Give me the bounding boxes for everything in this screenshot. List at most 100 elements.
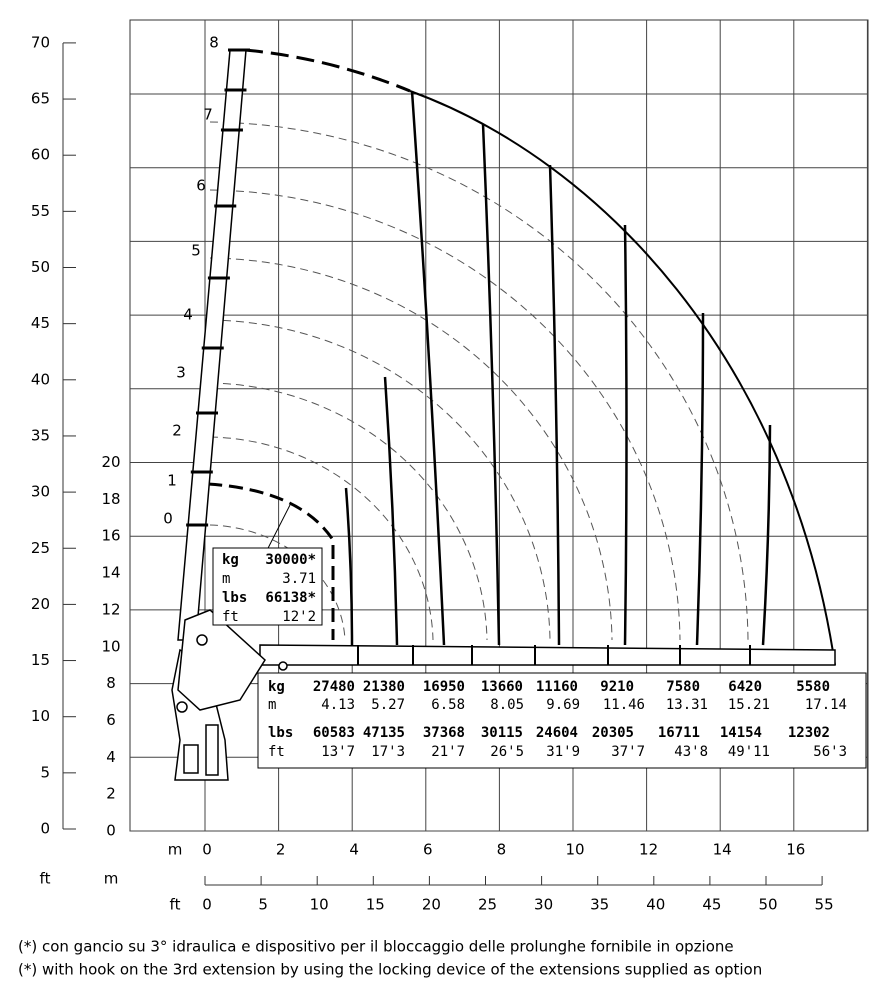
- callout-box: [212, 547, 323, 626]
- table-cell: 9.69: [546, 697, 580, 713]
- table-cell: 4.13: [321, 697, 355, 713]
- table-row-label: kg: [268, 679, 285, 695]
- table-cell: 13'7: [321, 744, 355, 760]
- load-line: [481, 123, 501, 646]
- ft-tick-label: 0: [40, 820, 50, 838]
- table-cell: 24604: [536, 725, 578, 741]
- x-m-tick-label: 14: [713, 841, 732, 859]
- boom-position-label: 6: [196, 177, 206, 195]
- ft-tick-label: 40: [31, 370, 50, 388]
- table-cell: 15.21: [728, 697, 770, 713]
- x-ft-tick-label: 10: [310, 896, 329, 914]
- m-tick-label: 2: [106, 785, 116, 803]
- x-ft-tick-label: 30: [534, 896, 553, 914]
- ft-tick-label: 50: [31, 258, 50, 276]
- footnote: (*) with hook on the 3rd extension by us…: [18, 961, 762, 979]
- envelope-dashed: [244, 48, 411, 93]
- corner-ft-label: ft: [40, 870, 51, 888]
- load-line: [548, 164, 561, 646]
- x-m-tick-label: 6: [423, 841, 433, 859]
- ft-tick-label: 70: [31, 33, 50, 51]
- load-line: [695, 312, 705, 646]
- reach-arc: [209, 319, 551, 641]
- x-ft-tick-label: 50: [758, 896, 777, 914]
- m-tick-label: 12: [101, 600, 120, 618]
- boom-position-label: 1: [167, 472, 177, 490]
- table-cell: 14154: [720, 725, 762, 741]
- ft-tick-label: 45: [31, 314, 50, 332]
- m-tick-label: 8: [106, 674, 116, 692]
- x-ft-tick-label: 20: [422, 896, 441, 914]
- ft-tick-label: 55: [31, 202, 50, 220]
- table-cell: 6.58: [431, 697, 465, 713]
- load-table-rows: kg 27480 21380 16950 13660 11160 9210 7580 6420 5…: [268, 679, 847, 760]
- m-tick-label: 4: [106, 748, 116, 766]
- table-cell: 43'8: [674, 744, 708, 760]
- x-m-tick-label: 8: [497, 841, 507, 859]
- reach-arcs: [209, 121, 749, 641]
- x-m-tick-label: 2: [276, 841, 286, 859]
- reach-arc: [209, 524, 346, 641]
- m-tick-label: 10: [101, 637, 120, 655]
- reach-arc: [209, 382, 488, 641]
- table-cell: 17'3: [371, 744, 405, 760]
- m-tick-label: 18: [101, 490, 120, 508]
- bottom-m-label: m: [168, 841, 183, 859]
- table-cell: 37368: [423, 725, 465, 741]
- table-cell: 12302: [788, 725, 830, 741]
- table-cell: 5.27: [371, 697, 405, 713]
- table-row-label: m: [268, 697, 276, 713]
- load-line: [383, 376, 399, 646]
- reach-arc: [209, 257, 613, 641]
- bottom-ft-label: ft: [170, 896, 181, 914]
- table-cell: 37'7: [611, 744, 645, 760]
- table-cell: 47135: [363, 725, 405, 741]
- table-cell: 27480: [313, 679, 355, 695]
- table-cell: 21'7: [431, 744, 465, 760]
- callout-value: 30000*: [265, 552, 316, 568]
- ft-tick-label: 15: [31, 651, 50, 669]
- footnote: (*) con gancio su 3° idraulica e disposi…: [18, 938, 734, 956]
- callout-value: 3.71: [282, 571, 316, 587]
- m-tick-label: 20: [101, 453, 120, 471]
- table-cell: 56'3: [813, 744, 847, 760]
- x-ft-tick-label: 35: [590, 896, 609, 914]
- table-cell: 8.05: [490, 697, 524, 713]
- table-cell: 20305: [592, 725, 634, 741]
- table-cell: 31'9: [546, 744, 580, 760]
- reach-arc: [209, 121, 749, 641]
- ft-tick-label: 35: [31, 426, 50, 444]
- table-cell: 13660: [481, 679, 523, 695]
- table-cell: 13.31: [666, 697, 708, 713]
- x-ft-tick-label: 0: [202, 896, 212, 914]
- table-cell: 16950: [423, 679, 465, 695]
- table-cell: 11160: [536, 679, 578, 695]
- ft-tick-label: 20: [31, 595, 50, 613]
- callout-arc: [207, 482, 335, 640]
- reach-arc: [209, 436, 434, 641]
- x-ft-tick-label: 55: [815, 896, 834, 914]
- callout-label: m: [222, 571, 230, 587]
- ft-tick-label: 65: [31, 90, 50, 108]
- table-row-label: lbs: [268, 725, 293, 741]
- x-m-tick-label: 0: [202, 841, 212, 859]
- boom-position-label: 4: [183, 306, 193, 324]
- table-cell: 17.14: [805, 697, 847, 713]
- callout-label: kg: [222, 552, 239, 568]
- callout-value: 12'2: [282, 609, 316, 625]
- boom-position-label: 2: [172, 422, 182, 440]
- x-m-tick-label: 4: [349, 841, 359, 859]
- load-line: [761, 424, 772, 646]
- boom-segments: 0 1 2 3 4 5 6 7 8: [163, 34, 751, 665]
- crane: [171, 49, 836, 781]
- m-tick-label: 14: [101, 564, 120, 582]
- callout-label: lbs: [222, 590, 247, 606]
- boom-position-label: 0: [163, 510, 173, 528]
- table-cell: 7580: [666, 679, 700, 695]
- boom-position-label: 5: [191, 242, 201, 260]
- m-tick-label: 16: [101, 527, 120, 545]
- table-cell: 60583: [313, 725, 355, 741]
- load-table: [257, 672, 867, 769]
- table-cell: 5580: [796, 679, 830, 695]
- x-ft-tick-label: 15: [366, 896, 385, 914]
